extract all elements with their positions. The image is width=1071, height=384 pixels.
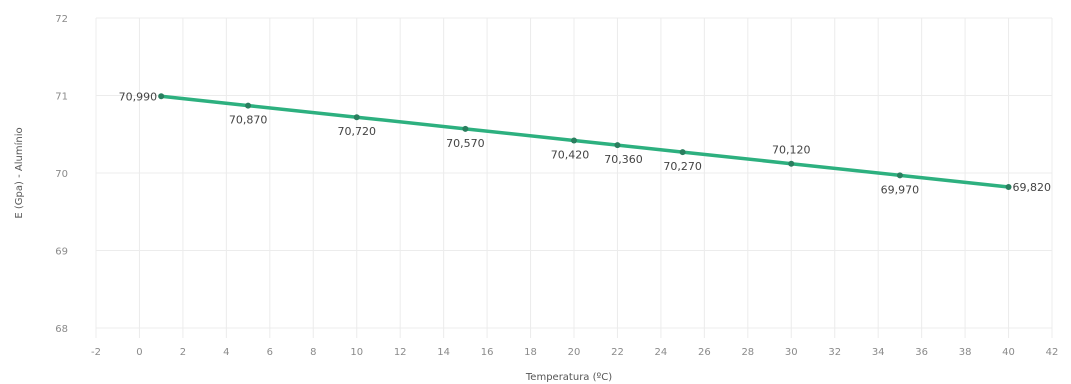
x-axis-ticks: -2 0 2 4 6 8 10 12 14 16 18 20 22 24 26 28 30 32 34 36 38 40 4… [91,347,1058,358]
y-tick-label: 72 [55,14,68,25]
x-tick-label: 32 [828,347,841,358]
x-tick-label: 22 [611,347,624,358]
x-tick-label: 0 [136,347,142,358]
x-tick-label: 6 [267,347,273,358]
y-tick-label: 70 [55,169,68,180]
x-tick-label: 20 [568,347,581,358]
y-tick-label: 68 [55,324,68,335]
x-tick-label: 10 [350,347,363,358]
x-tick-label: 38 [959,347,972,358]
y-axis-title: E (Gpa) - Alumínio [13,127,25,218]
data-label: 69,820 [1013,181,1051,194]
data-point [679,149,686,156]
data-point [571,137,577,144]
x-tick-label: 18 [524,347,537,358]
data-label: 70,270 [663,160,702,173]
y-tick-label: 71 [55,92,68,103]
data-label: 69,970 [881,183,920,196]
x-tick-label: 16 [481,347,494,358]
data-point [245,102,252,109]
x-tick-label: 2 [180,347,186,358]
data-point [788,160,795,167]
x-tick-label: 30 [785,347,798,358]
y-tick-label: 69 [55,247,68,258]
x-tick-label: 42 [1046,347,1059,358]
data-label: 70,570 [446,137,485,150]
series-line [160,94,1009,189]
data-labels: 70,990 70,870 70,720 70,570 70,420 70,360 70,2… [119,90,1051,196]
data-label: 70,420 [551,148,590,161]
data-label: 70,870 [229,114,268,127]
x-tick-label: 14 [437,347,450,358]
data-label: 70,360 [604,153,643,166]
x-tick-label: 40 [1002,347,1015,358]
y-axis-ticks: 68 69 70 71 72 [55,14,68,335]
x-tick-label: 12 [394,347,407,358]
x-tick-label: 28 [741,347,754,358]
x-tick-label: -2 [91,347,101,358]
x-tick-label: 4 [223,347,229,358]
x-tick-label: 34 [872,347,885,358]
x-tick-label: 8 [310,347,316,358]
series-layer [158,93,1012,190]
data-label: 70,990 [119,90,158,103]
x-axis-title: Temperatura (ºC) [525,372,612,383]
data-label: 70,120 [772,144,811,157]
data-point [1005,183,1012,190]
data-point [896,172,903,179]
x-tick-label: 36 [915,347,928,358]
data-point [614,142,621,149]
x-tick-label: 26 [698,347,711,358]
data-point [353,114,360,121]
data-point [462,125,469,132]
data-point [158,93,165,100]
x-tick-label: 24 [655,347,668,358]
data-label: 70,720 [337,125,376,138]
